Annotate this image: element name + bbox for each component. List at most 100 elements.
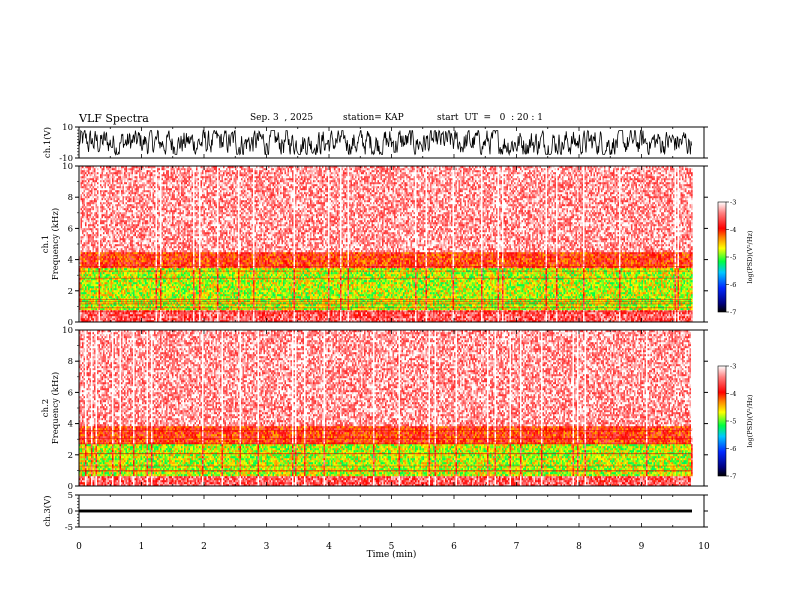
spectrogram-cell bbox=[108, 200, 110, 202]
spectrogram-cell bbox=[126, 252, 128, 254]
spectrogram-cell bbox=[112, 184, 114, 186]
spectrogram-cell bbox=[85, 202, 87, 204]
spectrogram-cell bbox=[82, 172, 84, 174]
spectrogram-cell bbox=[123, 276, 125, 278]
spectrogram-cell bbox=[115, 258, 117, 260]
spectrogram-cell bbox=[96, 208, 98, 210]
spectrogram-cell bbox=[112, 222, 114, 224]
spectrogram-cell bbox=[114, 244, 116, 246]
spectrogram-cell bbox=[108, 290, 110, 292]
spectrogram-cell bbox=[126, 314, 128, 316]
spectrogram-cell bbox=[96, 222, 98, 224]
spectrogram-cell bbox=[99, 244, 101, 246]
spectrogram-cell bbox=[126, 268, 128, 270]
spectrogram-cell bbox=[121, 176, 123, 178]
spectrogram-cell bbox=[123, 198, 125, 200]
spectrogram-cell bbox=[84, 214, 86, 216]
spectrogram-cell bbox=[117, 188, 119, 190]
spectrogram-cell bbox=[124, 242, 126, 244]
spectrogram-cell bbox=[106, 176, 108, 178]
spectrogram-cell bbox=[94, 262, 96, 264]
spectrogram-cell bbox=[114, 174, 116, 176]
spectrogram-cell bbox=[117, 294, 119, 296]
spectrogram-cell bbox=[111, 184, 113, 186]
spectrogram-cell bbox=[114, 170, 116, 172]
spectrogram-cell bbox=[127, 312, 129, 314]
spectrogram-cell bbox=[82, 252, 84, 254]
spectrogram-cell bbox=[109, 252, 111, 254]
spectrogram-cell bbox=[90, 224, 92, 226]
spectrogram-cell bbox=[97, 280, 99, 282]
spectrogram-cell bbox=[115, 212, 117, 214]
spectrogram-cell bbox=[100, 168, 102, 170]
spectrogram-cell bbox=[99, 222, 101, 224]
spectrogram-cell bbox=[90, 220, 92, 222]
spectrogram-cell bbox=[103, 308, 105, 310]
spectrogram-cell bbox=[91, 200, 93, 202]
spectrogram-cell bbox=[91, 188, 93, 190]
spectrogram-cell bbox=[121, 200, 123, 202]
spectrogram-cell bbox=[85, 284, 87, 286]
spectrogram-cell bbox=[106, 230, 108, 232]
spectrogram-cell bbox=[120, 206, 122, 208]
spectrogram-cell bbox=[106, 316, 108, 318]
spectrogram-cell bbox=[91, 268, 93, 270]
spectrogram-cell bbox=[102, 260, 104, 262]
spectrogram-cell bbox=[124, 238, 126, 240]
spectrogram-cell bbox=[118, 308, 120, 310]
spectrogram-cell bbox=[106, 172, 108, 174]
spectrogram-cell bbox=[82, 176, 84, 178]
spectrogram-cell bbox=[118, 174, 120, 176]
spectrogram-cell bbox=[97, 212, 99, 214]
spectrogram-cell bbox=[112, 276, 114, 278]
spectrogram-cell bbox=[129, 316, 131, 318]
spectrogram-cell bbox=[106, 252, 108, 254]
spectrogram-cell bbox=[123, 182, 125, 184]
spectrogram-cell bbox=[111, 188, 113, 190]
spectrogram-cell bbox=[87, 262, 89, 264]
spectrogram-cell bbox=[118, 216, 120, 218]
spectrogram-cell bbox=[115, 168, 117, 170]
spectrogram-cell bbox=[82, 308, 84, 310]
spectrogram-cell bbox=[96, 168, 98, 170]
spectrogram-cell bbox=[91, 228, 93, 230]
spectrogram-cell bbox=[112, 172, 114, 174]
spectrogram-cell bbox=[90, 190, 92, 192]
spectrogram-cell bbox=[88, 196, 90, 198]
spectrogram-cell bbox=[106, 292, 108, 294]
spectrogram-cell bbox=[106, 208, 108, 210]
spectrogram-cell bbox=[105, 176, 107, 178]
spectrogram-cell bbox=[111, 206, 113, 208]
spectrogram-cell bbox=[123, 176, 125, 178]
spectrogram-cell bbox=[85, 212, 87, 214]
spectrogram-cell bbox=[105, 290, 107, 292]
spectrogram-cell bbox=[87, 168, 89, 170]
spectrogram-cell bbox=[115, 262, 117, 264]
spectrogram-cell bbox=[124, 192, 126, 194]
spectrogram-cell bbox=[106, 284, 108, 286]
spectrogram-cell bbox=[90, 180, 92, 182]
spectrogram-cell bbox=[93, 272, 95, 274]
spectrogram-cell bbox=[102, 246, 104, 248]
spectrogram-cell bbox=[126, 176, 128, 178]
spectrogram-cell bbox=[84, 202, 86, 204]
spectrogram-cell bbox=[126, 216, 128, 218]
spectrogram-cell bbox=[100, 176, 102, 178]
spectrogram-cell bbox=[108, 212, 110, 214]
spectrogram-cell bbox=[121, 236, 123, 238]
spectrogram-cell bbox=[100, 274, 102, 276]
spectrogram-cell bbox=[100, 172, 102, 174]
spectrogram-cell bbox=[96, 318, 98, 320]
spectrogram-cell bbox=[127, 276, 129, 278]
spectrogram-cell bbox=[105, 226, 107, 228]
spectrogram-cell bbox=[99, 216, 101, 218]
spectrogram-cell bbox=[85, 184, 87, 186]
spectrogram-cell bbox=[88, 224, 90, 226]
spectrogram-cell bbox=[90, 208, 92, 210]
spectrogram-cell bbox=[115, 230, 117, 232]
spectrogram-cell bbox=[120, 218, 122, 220]
spectrogram-cell bbox=[114, 314, 116, 316]
spectrogram-cell bbox=[87, 318, 89, 320]
spectrogram-cell bbox=[99, 288, 101, 290]
spectrogram-cell bbox=[93, 250, 95, 252]
